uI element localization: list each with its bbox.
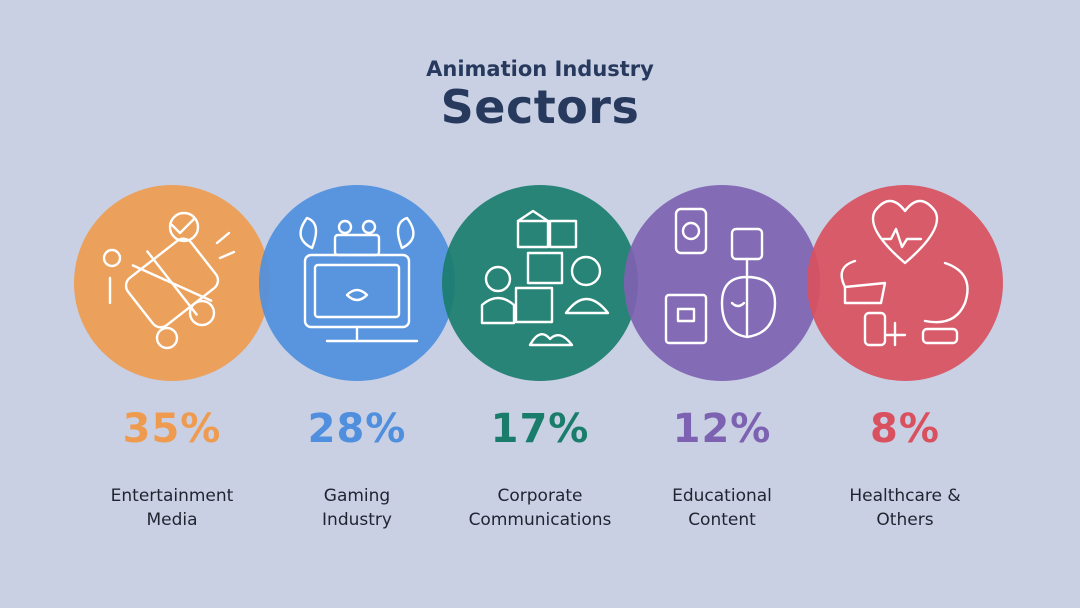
- sector-label-line: Industry: [322, 510, 392, 530]
- gaming-monitor-icon: [299, 216, 419, 343]
- sector-percentage: 8%: [870, 406, 940, 452]
- education-icon: [664, 207, 777, 345]
- sector-label-line: Educational: [672, 486, 772, 506]
- sector-circle: [624, 185, 820, 381]
- subtitle: Animation Industry: [426, 57, 654, 81]
- sector-circle: [807, 185, 1003, 381]
- sector-percentage: 17%: [490, 406, 590, 452]
- sector-label: Healthcare & Others: [810, 484, 1000, 532]
- sector-label: Gaming Industry: [262, 484, 452, 532]
- sector-label: Entertainment Media: [77, 484, 267, 532]
- sector-label-line: Media: [146, 510, 198, 530]
- sector-percentage: 12%: [672, 406, 772, 452]
- sector-label-line: Others: [876, 510, 934, 530]
- sector-label: Corporate Communications: [445, 484, 635, 532]
- page-title: Sectors: [440, 80, 640, 134]
- sector-label: Educational Content: [627, 484, 817, 532]
- sector-label-line: Entertainment: [110, 486, 234, 506]
- sector-label-line: Communications: [468, 510, 612, 530]
- sector-percentage: 28%: [307, 406, 407, 452]
- sector-label-line: Content: [688, 510, 756, 530]
- healthcare-heart-icon: [840, 199, 969, 347]
- sector-percentage: 35%: [122, 406, 222, 452]
- sector-circle: [259, 185, 455, 381]
- film-animation-icon: [102, 211, 236, 350]
- business-team-icon: [480, 209, 610, 347]
- sector-label-line: Gaming: [323, 486, 391, 506]
- sector-label-line: Healthcare &: [849, 486, 961, 506]
- sector-label-line: Corporate: [497, 486, 583, 506]
